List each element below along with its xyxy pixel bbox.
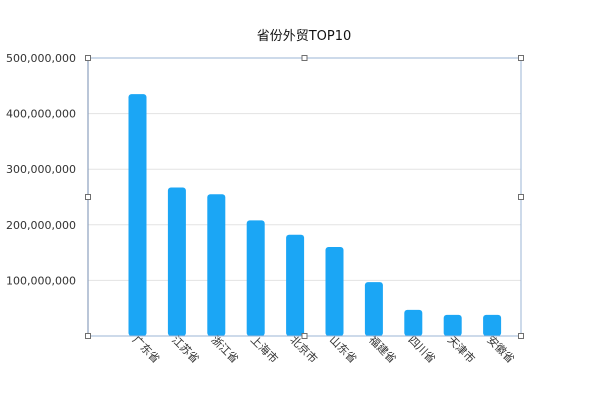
y-tick-label: 200,000,000 — [6, 219, 76, 232]
x-tick-label: 福建省 — [366, 333, 399, 366]
x-axis-ticks: 广东省 江苏省 浙江省 上海市 北京市 山东省 福建省 四川省 天津市 安徽省 — [130, 333, 518, 366]
y-tick-label: 100,000,000 — [6, 274, 76, 287]
bar-5 — [325, 247, 344, 336]
resize-handle[interactable] — [518, 333, 524, 339]
x-tick-label: 四川省 — [406, 333, 439, 366]
resize-handle[interactable] — [85, 55, 91, 61]
resize-handle[interactable] — [85, 333, 91, 339]
gridlines — [87, 57, 521, 336]
resize-handle[interactable] — [301, 55, 308, 61]
bars — [128, 94, 502, 336]
y-tick-label: 400,000,000 — [6, 108, 76, 121]
bar-6 — [364, 282, 383, 336]
resize-handle[interactable] — [301, 333, 308, 339]
bar-7 — [404, 309, 423, 336]
selection-frame[interactable] — [85, 55, 524, 339]
resize-handle[interactable] — [518, 55, 524, 61]
y-axis-ticks: 100,000,000 200,000,000 300,000,000 400,000… — [6, 52, 76, 287]
bar-2 — [207, 194, 226, 336]
y-tick-label: 300,000,000 — [6, 163, 76, 176]
x-tick-label: 山东省 — [327, 333, 360, 366]
chart-title: 省份外贸TOP10 — [257, 29, 352, 44]
bar-1 — [167, 187, 186, 336]
bar-0 — [128, 94, 147, 336]
x-tick-label: 江苏省 — [169, 333, 202, 366]
y-tick-label: 500,000,000 — [6, 52, 76, 65]
resize-handle[interactable] — [518, 194, 524, 200]
bar-4 — [286, 234, 305, 336]
resize-handle[interactable] — [85, 194, 91, 200]
bar-3 — [246, 220, 265, 336]
x-tick-label: 浙江省 — [209, 333, 242, 366]
x-tick-label: 广东省 — [130, 333, 163, 366]
x-tick-label: 上海市 — [248, 333, 281, 366]
x-tick-label: 天津市 — [445, 333, 478, 366]
bar-8 — [443, 314, 462, 336]
selection-frame-border[interactable] — [87, 57, 522, 337]
bar-9 — [483, 314, 502, 336]
x-tick-label: 安徽省 — [484, 333, 517, 366]
